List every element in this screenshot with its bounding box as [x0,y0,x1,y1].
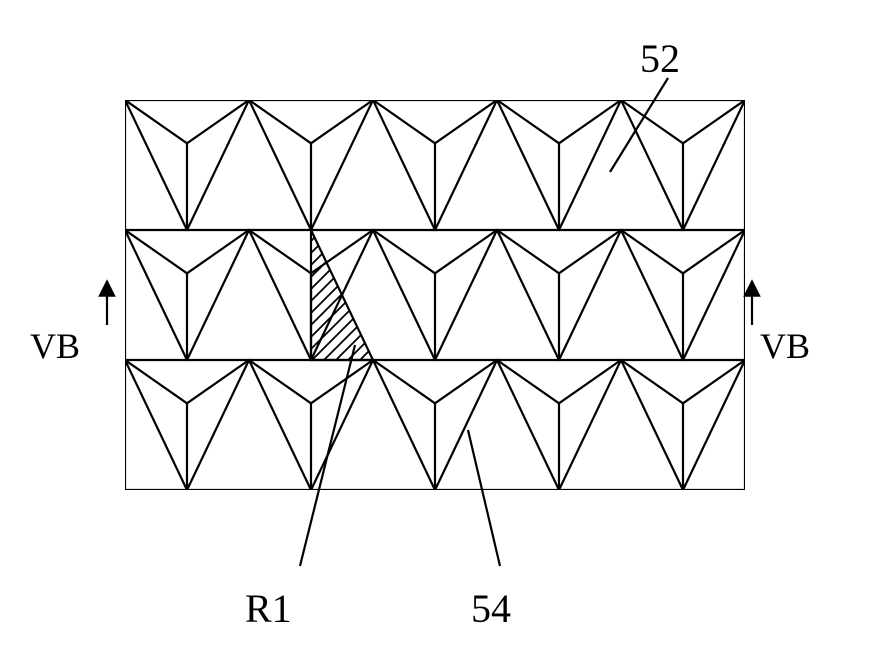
label-r1: R1 [245,585,292,632]
label-vb-right: VB [760,325,810,367]
label-54: 54 [471,585,511,632]
label-52: 52 [640,35,680,82]
label-vb-left: VB [30,325,80,367]
triangulated-grid-diagram [0,0,881,648]
